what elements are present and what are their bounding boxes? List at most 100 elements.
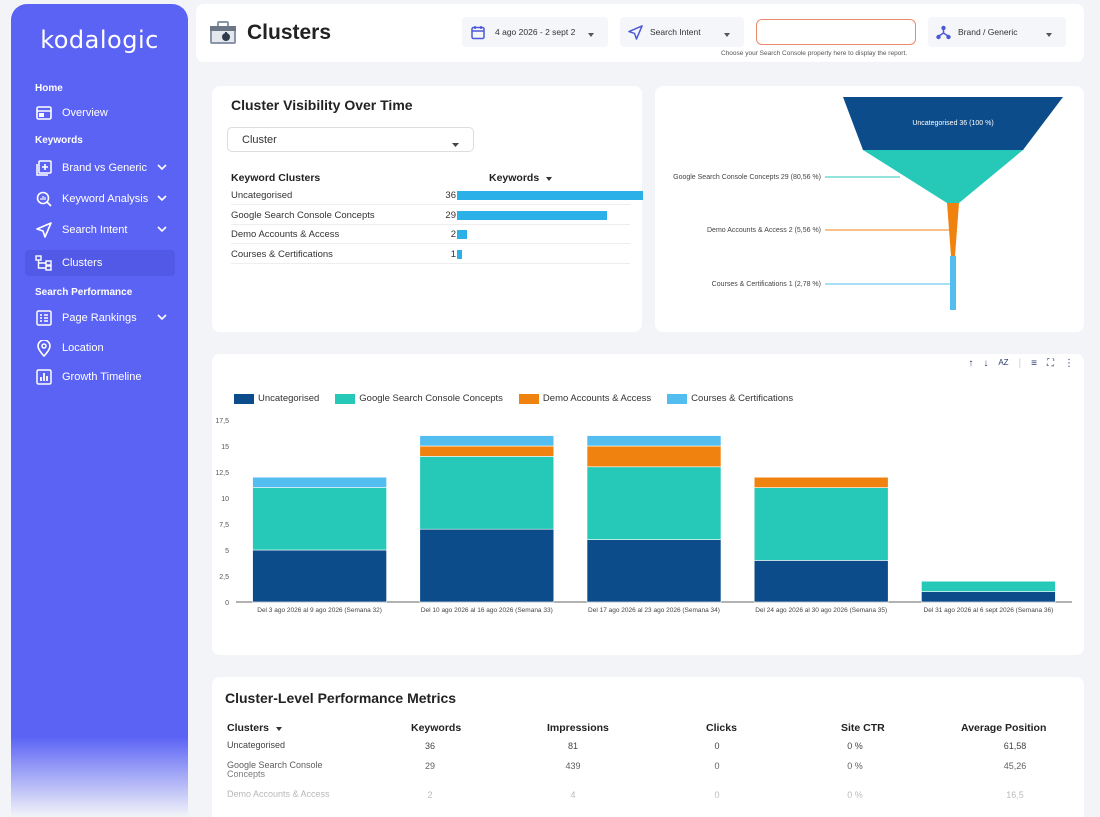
- sidebar-item-growth-timeline[interactable]: Growth Timeline: [25, 364, 175, 390]
- property-selector[interactable]: [756, 19, 916, 45]
- bar-segment[interactable]: [419, 528, 555, 603]
- table-row[interactable]: Courses & Certifications 1: [231, 245, 630, 264]
- col-clusters-label: Clusters: [227, 722, 270, 734]
- bar-segment[interactable]: [586, 435, 722, 447]
- bar-segment[interactable]: [586, 466, 722, 540]
- table-cell: 36: [424, 741, 435, 751]
- table-row[interactable]: Demo Accounts & Access 2: [231, 225, 630, 244]
- funnel-stage-uncategorised: [843, 97, 1063, 150]
- sidebar-item-overview[interactable]: Overview: [25, 100, 175, 126]
- sidebar-item-label: Keyword Analysis: [62, 193, 149, 205]
- search-intent-filter[interactable]: Search Intent: [620, 17, 744, 47]
- chevron-down-icon[interactable]: [157, 312, 167, 324]
- col-keywords[interactable]: Keywords: [489, 172, 553, 184]
- cluster-name: Google Search Console Concepts: [231, 209, 375, 221]
- caret-down-icon: [1046, 29, 1052, 39]
- funnel-label-uncategorised: Uncategorised 36 (100 %): [912, 120, 993, 127]
- sidebar-item-label: Overview: [62, 107, 108, 119]
- fullscreen-icon[interactable]: ⛶: [1047, 358, 1054, 369]
- brand-generic-filter[interactable]: Brand / Generic: [928, 17, 1066, 47]
- col-impressions[interactable]: Impressions: [547, 722, 609, 734]
- chevron-down-icon[interactable]: [157, 162, 167, 174]
- table-cell: 0: [714, 741, 720, 751]
- chevron-down-icon[interactable]: [157, 193, 167, 205]
- legend-item[interactable]: Uncategorised: [234, 393, 319, 404]
- table-cell: 0 %: [847, 741, 863, 751]
- bar-segment[interactable]: [753, 560, 889, 603]
- funnel-chart: Uncategorised 36 (100 %) Google Search C…: [673, 97, 1063, 310]
- location-pin-icon: [35, 339, 52, 357]
- sort-desc-icon: [275, 722, 282, 734]
- x-tick-label: Del 17 ago 2026 al 23 ago 2026 (Semana 3…: [588, 607, 720, 614]
- bar-segment[interactable]: [252, 476, 387, 488]
- legend-item[interactable]: Demo Accounts & Access: [518, 393, 651, 404]
- brand-generic-label: Brand / Generic: [958, 27, 1018, 37]
- more-options-icon[interactable]: ⋮: [1064, 358, 1074, 369]
- keyword-count: 36: [445, 190, 456, 201]
- filter-icon[interactable]: ≡: [1031, 358, 1037, 369]
- col-clusters[interactable]: Clusters: [227, 722, 282, 734]
- funnel-stage-gsc: [863, 150, 1023, 203]
- x-tick-label: Del 31 ago 2026 al 6 sept 2026 (Semana 3…: [924, 607, 1054, 614]
- toolbar-divider: |: [1018, 358, 1022, 369]
- funnel-label-courses: Courses & Certifications 1 (2,78 %): [712, 281, 821, 288]
- keyword-count: 2: [450, 229, 456, 240]
- y-tick-label: 7,5: [219, 522, 229, 529]
- legend-swatch: [667, 393, 688, 404]
- legend-label: Uncategorised: [258, 393, 320, 404]
- cluster-dropdown[interactable]: Cluster: [227, 127, 474, 152]
- sidebar-item-keyword-analysis[interactable]: Keyword Analysis: [25, 186, 175, 212]
- sidebar-item-label: Search Intent: [62, 224, 128, 236]
- col-average-position[interactable]: Average Position: [961, 722, 1047, 734]
- col-site-ctr[interactable]: Site CTR: [841, 722, 885, 734]
- legend-item[interactable]: Google Search Console Concepts: [335, 393, 503, 404]
- bar-segment[interactable]: [753, 476, 889, 488]
- bar-segment[interactable]: [921, 591, 1056, 603]
- bar-segment[interactable]: [921, 580, 1056, 592]
- search-intent-label: Search Intent: [650, 27, 701, 37]
- bar-segment[interactable]: [586, 445, 722, 468]
- sidebar-item-label: Clusters: [62, 257, 103, 269]
- sidebar-item-clusters[interactable]: Clusters: [25, 250, 175, 276]
- col-keyword-clusters[interactable]: Keyword Clusters: [231, 172, 321, 184]
- stacked-bar-chart: 0 2,5 5 7,5 10 12,5 15 17,5 Del 3 ago 2026 al 9 …: [215, 418, 1072, 614]
- sidebar: kodalogic Home Overview Keywords Brand v…: [11, 4, 188, 817]
- sort-ascending-icon[interactable]: ↑: [968, 358, 974, 369]
- search-analytics-icon: [35, 191, 52, 208]
- bar-segment[interactable]: [419, 445, 555, 457]
- bar-segment[interactable]: [252, 549, 387, 603]
- caret-down-icon: [452, 138, 459, 150]
- bar-segment[interactable]: [419, 456, 555, 530]
- chart-legend: Uncategorised Google Search Console Conce…: [234, 393, 809, 404]
- bar-segment[interactable]: [586, 539, 722, 603]
- sort-az-icon[interactable]: AZ: [998, 358, 1009, 367]
- page-header: Clusters 4 ago 2026 - 2 sept 2 Search In…: [196, 4, 1084, 62]
- col-keywords[interactable]: Keywords: [411, 722, 462, 734]
- sidebar-item-label: Growth Timeline: [62, 371, 142, 383]
- funnel-card: Uncategorised 36 (100 %) Google Search C…: [655, 86, 1084, 332]
- sort-descending-icon[interactable]: ↓: [983, 358, 989, 369]
- col-clicks[interactable]: Clicks: [706, 722, 737, 734]
- legend-label: Courses & Certifications: [691, 393, 794, 404]
- sidebar-item-page-rankings[interactable]: Page Rankings: [25, 305, 175, 331]
- funnel-stage-courses: [950, 256, 956, 310]
- legend-item[interactable]: Courses & Certifications: [667, 393, 793, 404]
- table-row[interactable]: Uncategorised 36: [231, 186, 643, 205]
- x-tick-label: Del 24 ago 2026 al 30 ago 2026 (Semana 3…: [755, 607, 887, 614]
- cluster-name: Courses & Certifications: [231, 248, 333, 260]
- bar-segment[interactable]: [419, 435, 555, 447]
- bar-chart-icon: [35, 369, 52, 386]
- table-row[interactable]: Google Search Console Concepts 29: [231, 206, 630, 225]
- sidebar-item-brand-vs-generic[interactable]: Brand vs Generic: [25, 155, 175, 181]
- date-range-picker[interactable]: 4 ago 2026 - 2 sept 2: [462, 17, 608, 47]
- sidebar-item-location[interactable]: Location: [25, 335, 175, 361]
- weekly-clusters-chart-card: ↑ ↓ AZ | ≡ ⛶ ⋮ Uncategorised Google Searc…: [212, 354, 1084, 655]
- sidebar-fade: [11, 737, 188, 817]
- bar-segment[interactable]: [753, 487, 889, 561]
- legend-swatch: [234, 393, 254, 404]
- sidebar-item-search-intent[interactable]: Search Intent: [25, 217, 175, 243]
- sidebar-item-label: Location: [62, 342, 104, 354]
- bar-segment[interactable]: [252, 487, 387, 551]
- chevron-down-icon[interactable]: [157, 224, 167, 236]
- property-hint: Choose your Search Console property here…: [721, 50, 908, 57]
